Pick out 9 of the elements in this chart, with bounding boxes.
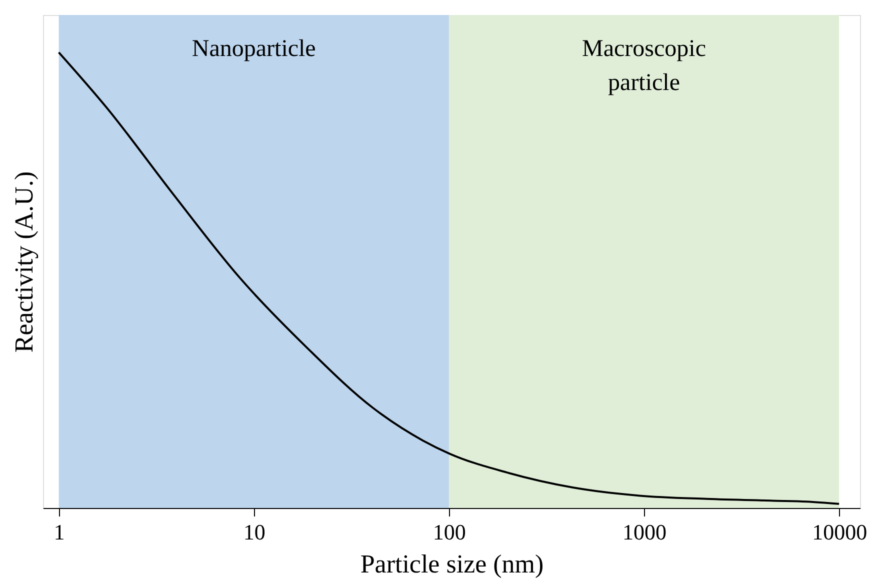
x-axis-title: Particle size (nm) [360,550,544,578]
x-tick-label: 10000 [812,520,868,544]
x-tick-label: 100 [432,520,466,544]
x-tick-label: 1000 [622,520,667,544]
y-axis-title: Reactivity (A.U.) [10,171,38,353]
x-tick-label: 10 [243,520,266,544]
band-label: Nanoparticle [192,36,316,62]
x-tick-label: 1 [54,520,65,544]
band-label: Macroscopic particle [582,36,706,96]
